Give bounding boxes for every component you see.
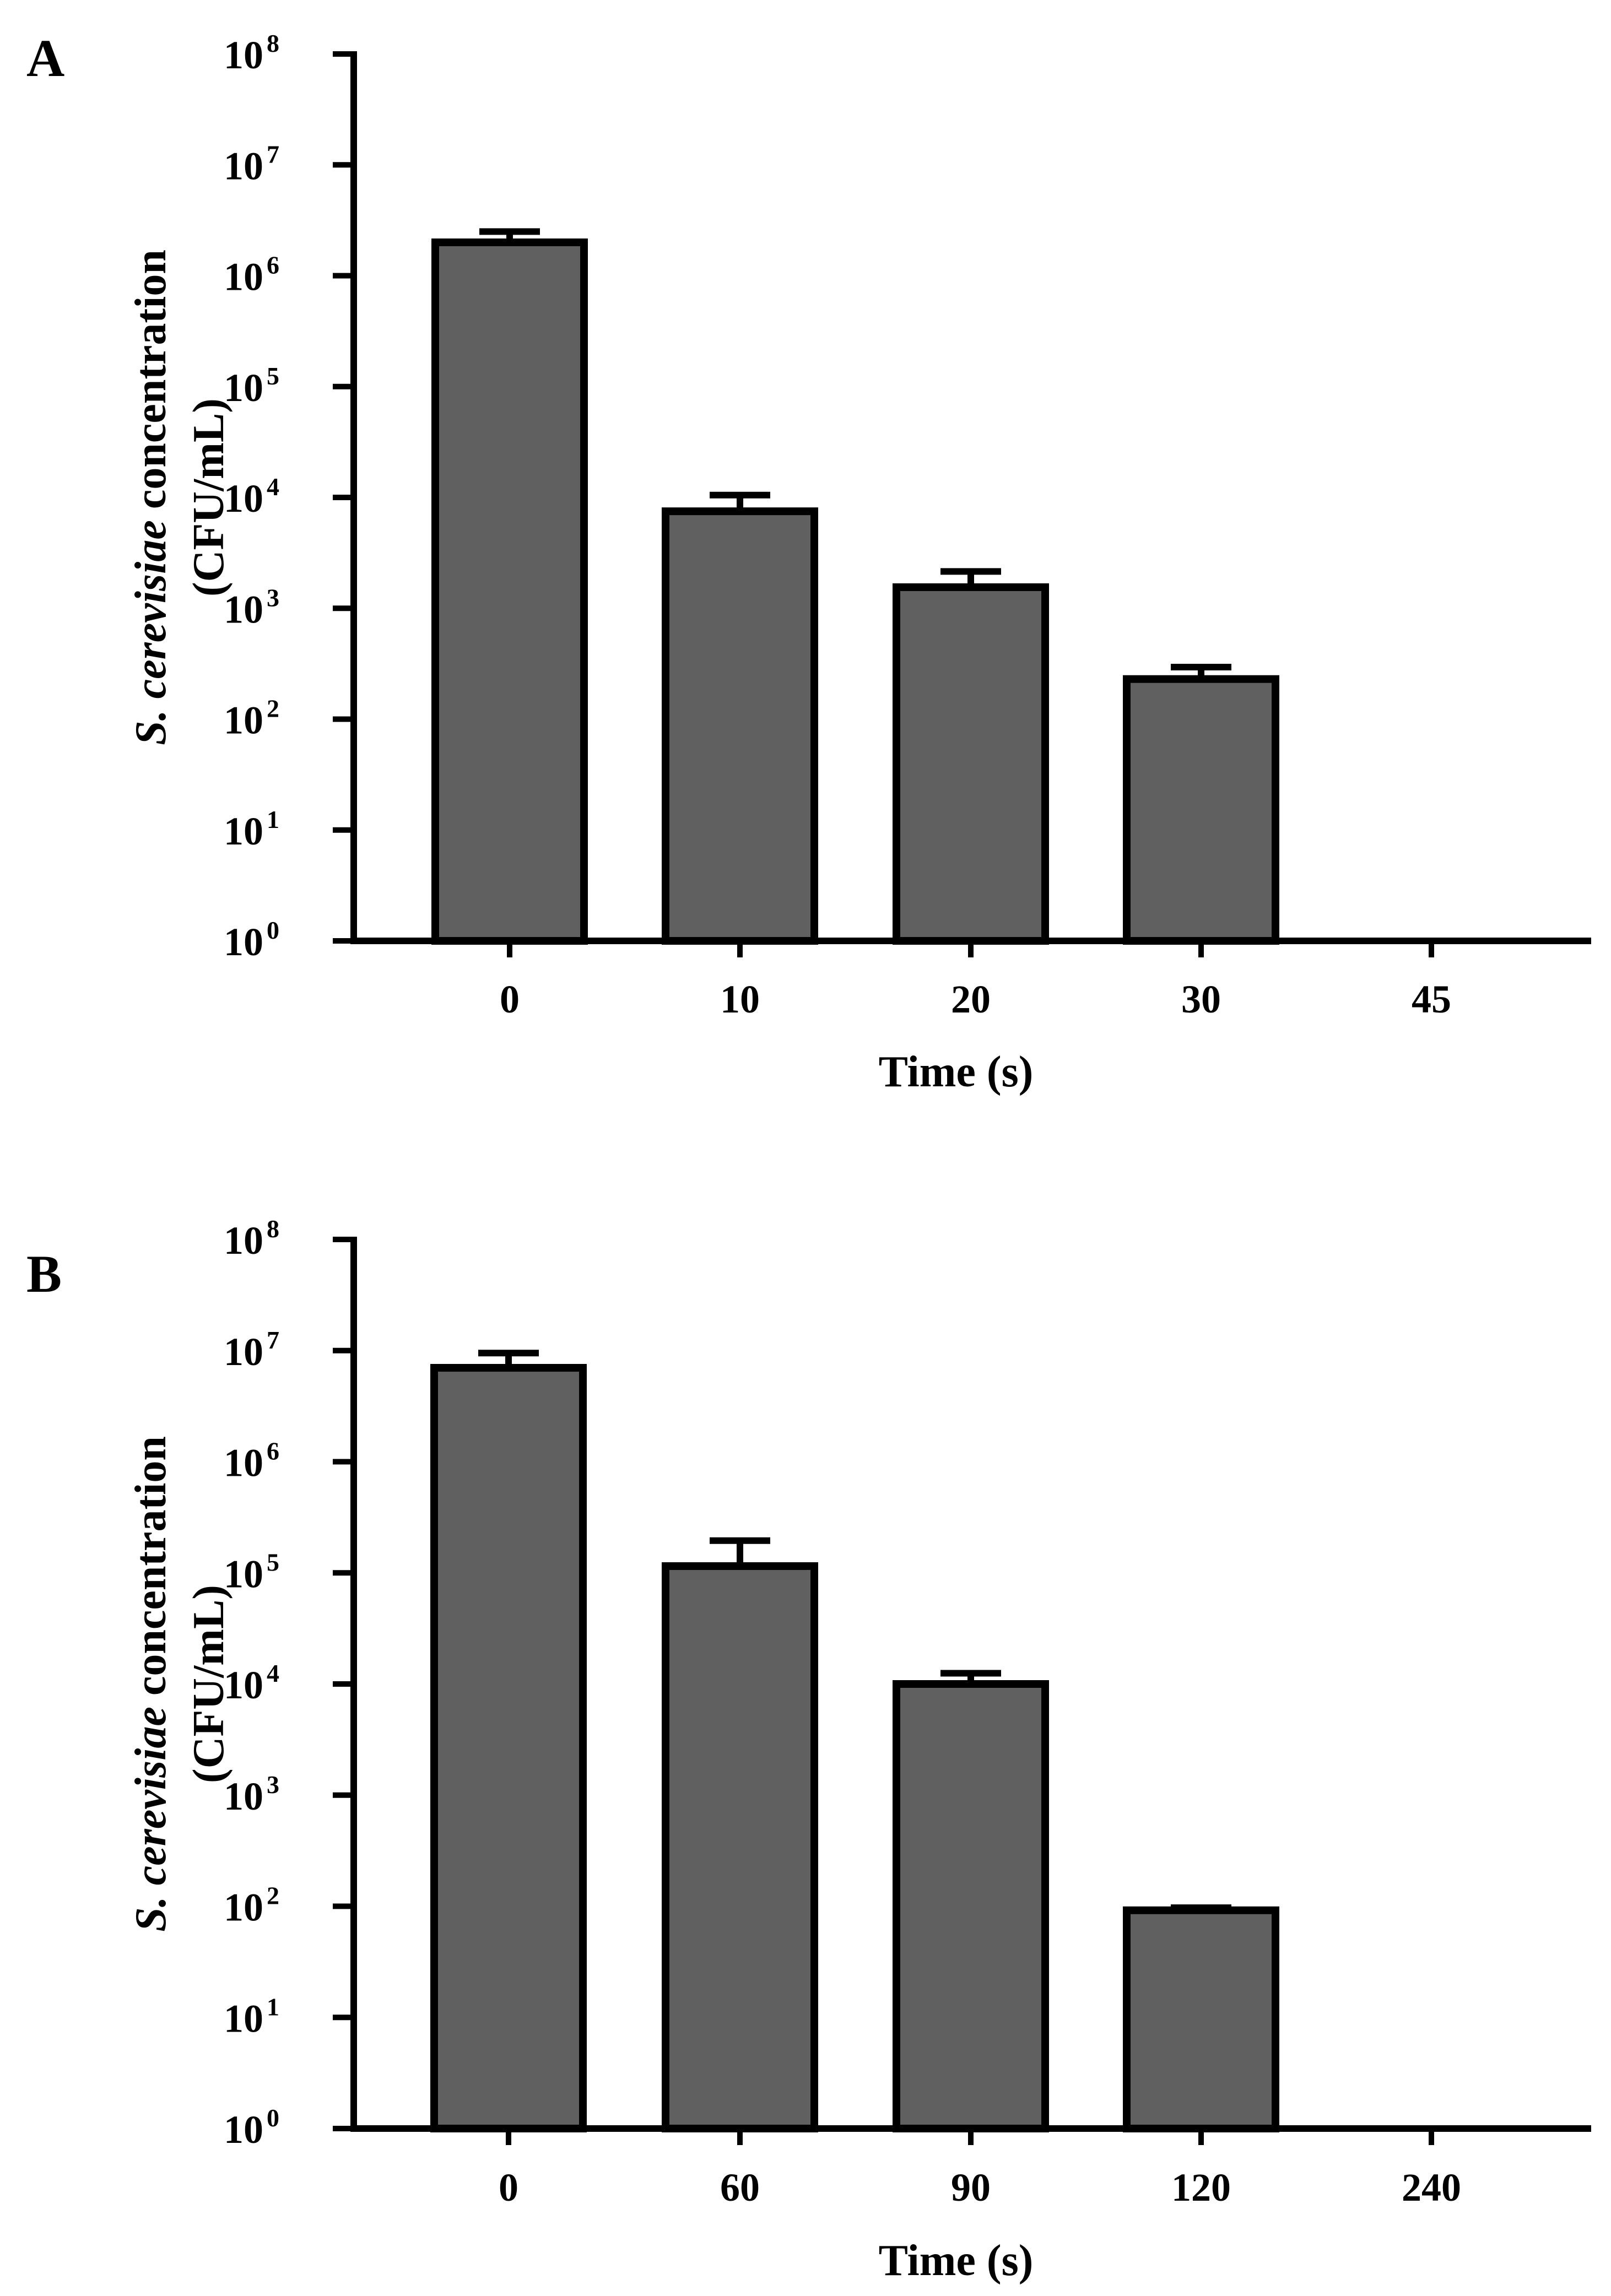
y-tick-label: 10 3: [224, 583, 279, 631]
bar: [662, 1562, 818, 2132]
y-tick-label: 10 3: [224, 1770, 279, 1818]
y-axis-unit: (CFU/mL): [185, 398, 233, 597]
x-tick-label: 120: [1171, 2165, 1231, 2210]
x-tick-label: 0: [500, 977, 520, 1021]
x-axis-label: Time (s): [879, 1048, 1034, 1096]
y-axis-unit: (CFU/mL): [185, 1585, 233, 1783]
y-tick-label: 10 1: [224, 805, 279, 853]
x-tick-label: 240: [1402, 2165, 1461, 2210]
bar: [1123, 1906, 1279, 2133]
bar: [893, 583, 1049, 945]
y-tick-label: 10 0: [224, 916, 279, 964]
y-tick-label: 10 6: [224, 251, 279, 299]
x-tick-label: 90: [951, 2165, 991, 2210]
bar: [430, 1364, 587, 2132]
y-tick-label: 10 7: [224, 140, 279, 188]
y-tick-label: 10 7: [224, 1326, 279, 1374]
x-tick-label: 60: [720, 2165, 760, 2210]
y-tick-label: 10 6: [224, 1437, 279, 1485]
x-tick-label: 10: [720, 977, 760, 1021]
bar: [662, 507, 818, 945]
y-tick-label: 10 4: [224, 473, 279, 521]
y-axis-label: S. cerevisiae concentration: [127, 1436, 175, 1932]
x-tick-label: 30: [1181, 977, 1221, 1021]
y-tick-label: 10 8: [224, 29, 279, 77]
x-tick-label: 20: [951, 977, 991, 1021]
bar: [1123, 675, 1279, 945]
x-axis-label: Time (s): [879, 2237, 1034, 2285]
panel-label: A: [26, 29, 64, 88]
y-tick-label: 10 5: [224, 1548, 279, 1596]
y-tick-label: 10 4: [224, 1659, 279, 1707]
panel-label: B: [26, 1244, 62, 1303]
y-tick-label: 10 1: [224, 1992, 279, 2040]
y-tick-label: 10 2: [224, 1882, 279, 1930]
x-tick-label: 45: [1412, 977, 1451, 1021]
y-axis-label: S. cerevisiae concentration: [127, 250, 175, 745]
y-tick-label: 10 8: [224, 1215, 279, 1263]
x-tick-label: 0: [499, 2165, 518, 2210]
bar: [431, 238, 588, 945]
y-tick-label: 10 0: [224, 2104, 279, 2152]
y-tick-label: 10 2: [224, 695, 279, 743]
y-tick-label: 10 5: [224, 362, 279, 410]
bar: [893, 1680, 1049, 2132]
